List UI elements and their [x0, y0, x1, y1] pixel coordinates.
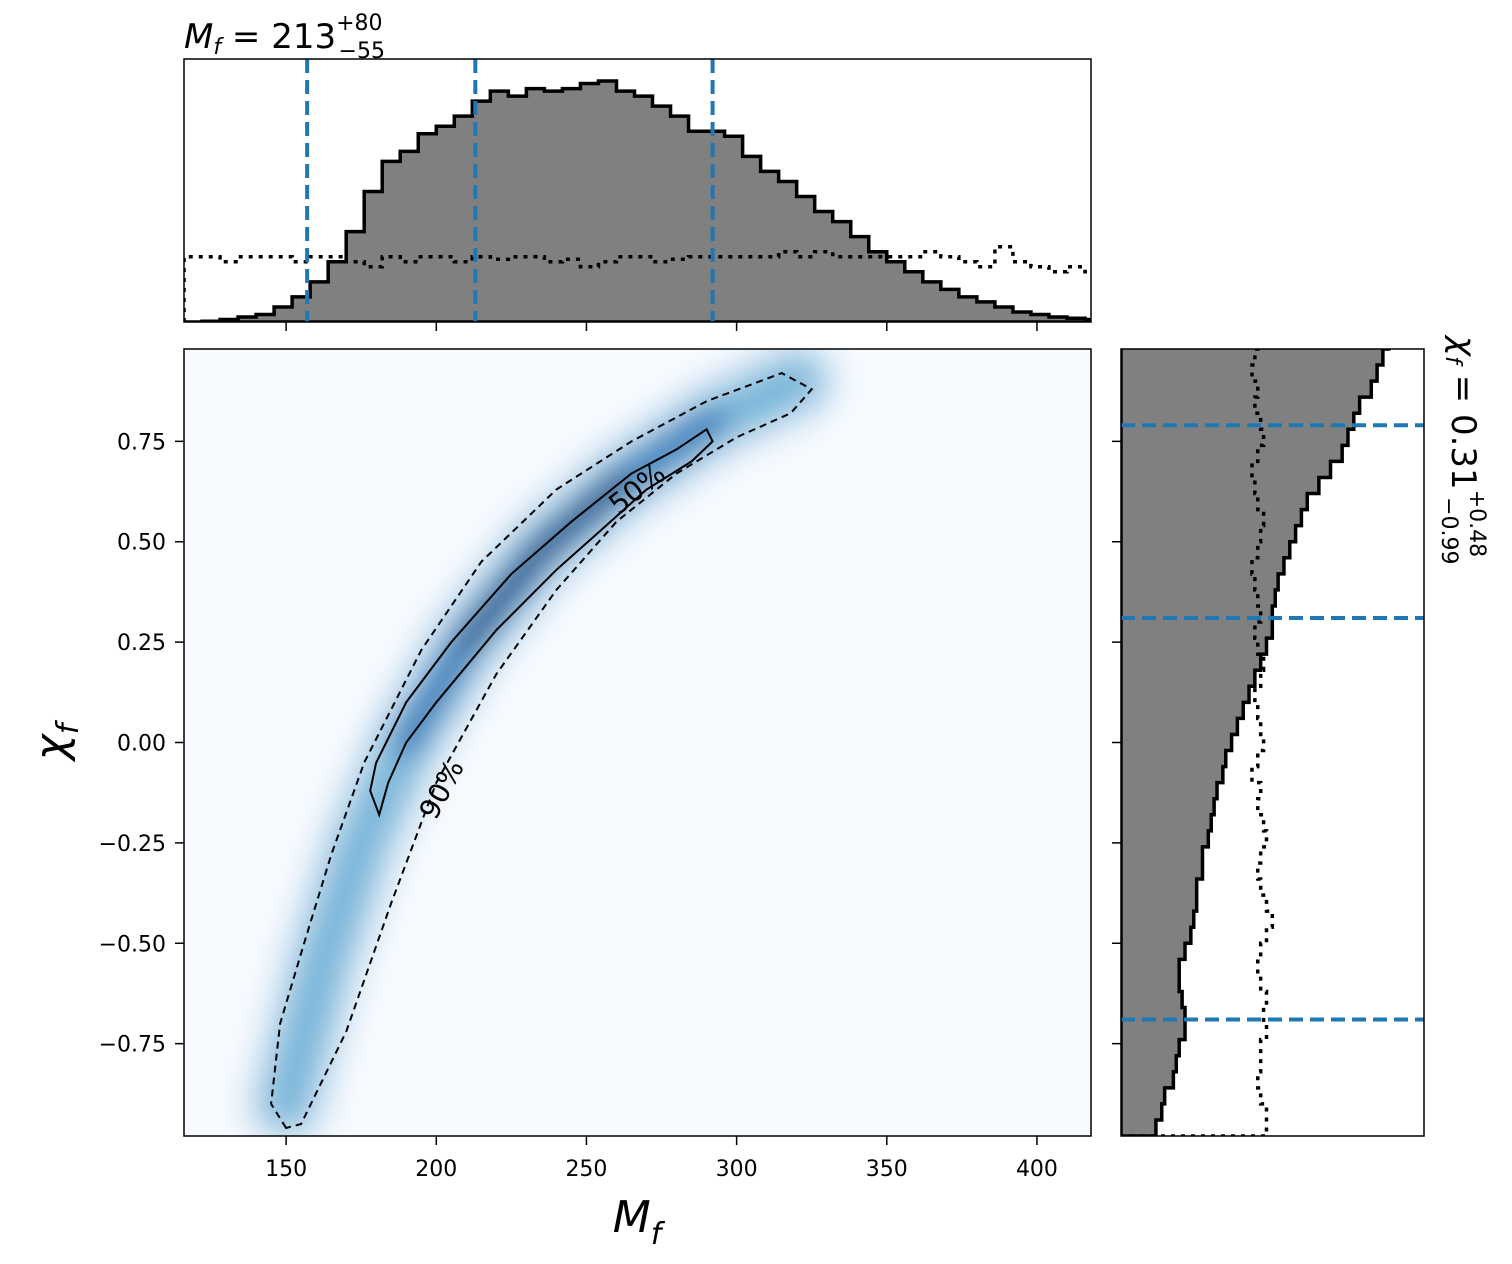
x-tick-label: 150	[265, 1157, 307, 1182]
y-tick-label: −0.25	[99, 832, 166, 857]
y-tick-label: 0.75	[117, 430, 166, 455]
x-tick-label: 350	[866, 1157, 908, 1182]
y-tick-label: −0.75	[99, 1033, 166, 1058]
right-y-ticks	[1112, 440, 1121, 1045]
top-filled-histogram	[184, 79, 1091, 322]
right-marginal-panel: χf = 0.31+0.48−0.99	[1112, 334, 1489, 1137]
contour-90	[270, 372, 814, 1130]
y-tick-label: 0.25	[117, 631, 166, 656]
joint-x-ticks: 150 200 250 300 350 400	[265, 1136, 1058, 1182]
joint-panel: 50% 90% 150 200 250 300 350 400 −0.75−0.50−0.…	[26, 348, 1092, 1252]
right-prior-histogram	[1121, 349, 1275, 1136]
x-tick-label: 250	[565, 1157, 607, 1182]
top-title: Mf = 213+80 −55	[184, 11, 385, 64]
y-tick-label: −0.50	[99, 932, 166, 957]
x-tick-label: 300	[716, 1157, 758, 1182]
x-axis-label: Mf	[613, 1192, 666, 1252]
y-tick-label: 0.50	[117, 531, 166, 556]
joint-y-ticks: −0.75 −0.50 −0.25 0.00 0.25 0.50 0.75	[99, 430, 184, 1058]
x-tick-label: 400	[1016, 1157, 1058, 1182]
y-tick-label: 0.00	[117, 732, 166, 757]
x-tick-label: 200	[415, 1157, 457, 1182]
top-x-ticks	[285, 322, 1038, 331]
right-credible-lines	[1121, 423, 1424, 1022]
top-marginal-panel: Mf = 213+80 −55	[183, 11, 1092, 331]
y-axis-label: χf	[26, 719, 86, 762]
top-axes-frame	[183, 58, 1092, 323]
top-credible-lines	[305, 59, 715, 322]
contour-50	[369, 427, 714, 819]
top-prior-histogram	[184, 244, 1091, 322]
right-title: χf = 0.31+0.48−0.99	[1436, 334, 1489, 565]
right-filled-histogram	[1121, 349, 1391, 1136]
density-heatmap: 50% 90%	[241, 349, 842, 1136]
